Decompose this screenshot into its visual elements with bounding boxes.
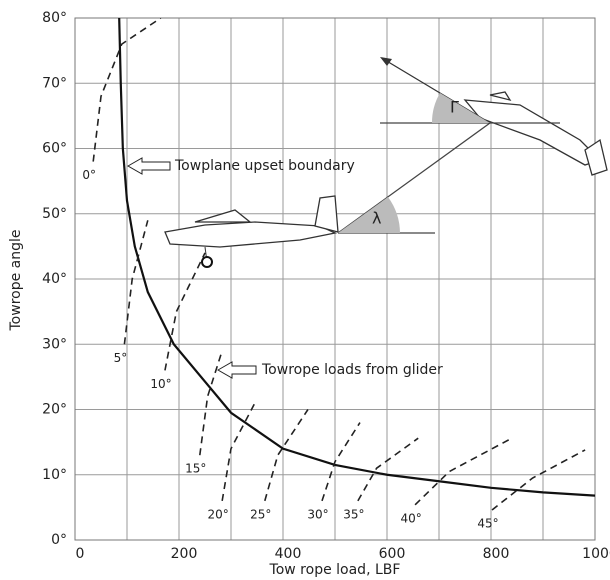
glider-load-curve — [92, 18, 162, 162]
x-tick-label: 200 — [171, 546, 198, 562]
loads-arrow — [216, 361, 257, 379]
y-tick-label: 40° — [42, 271, 67, 287]
x-tick-label: 800 — [483, 546, 510, 562]
y-tick-label: 30° — [42, 336, 67, 352]
curve-label: 40° — [400, 511, 421, 525]
y-tick-label: 0° — [51, 532, 67, 548]
y-tick-label: 50° — [42, 206, 67, 222]
towplane — [164, 195, 339, 268]
curve-label: 15° — [185, 462, 206, 476]
y-tick-label: 80° — [42, 10, 67, 26]
lambda-angle — [338, 197, 400, 233]
curve-label: 0° — [82, 168, 96, 182]
glider-load-curve — [357, 437, 419, 502]
x-axis-title: Tow rope load, LBF — [269, 562, 401, 578]
curve-label: 20° — [208, 507, 229, 521]
lambda-label: λ — [372, 209, 381, 228]
upset-boundary — [118, 18, 595, 497]
plot-frame — [74, 17, 596, 541]
y-tick-label: 10° — [42, 467, 67, 483]
loads-annotation: Towrope loads from glider — [261, 362, 443, 378]
curve-label: 30° — [307, 507, 328, 521]
glider-load-curve — [414, 437, 513, 506]
y-tick-label: 20° — [42, 402, 67, 418]
x-tick-label: 400 — [275, 546, 302, 562]
glider-load-curve — [199, 350, 223, 456]
gamma-label: Γ — [450, 98, 459, 117]
gamma-angle — [431, 93, 490, 123]
curve-label: 35° — [343, 507, 364, 521]
glider — [380, 91, 608, 176]
plot — [92, 18, 595, 511]
curve-label: 5° — [114, 351, 128, 365]
glider-load-curve — [221, 402, 256, 501]
y-tick-label: 60° — [42, 141, 67, 157]
arrowhead — [380, 57, 392, 66]
y-axis-title: Towrope angle — [8, 230, 24, 332]
glider-load-curve — [123, 220, 149, 345]
x-tick-label: 0 — [76, 546, 85, 562]
glider-load-curve — [321, 422, 361, 502]
curve-label: 45° — [477, 516, 498, 530]
upset-arrow — [126, 157, 171, 175]
upset-annotation: Towplane upset boundary — [174, 158, 355, 174]
glider-load-curve — [264, 409, 309, 502]
curve-label: 10° — [150, 377, 171, 391]
x-tick-label: 600 — [379, 546, 406, 562]
towrope — [337, 122, 491, 234]
y-tick-label: 70° — [42, 75, 67, 91]
curve-label: 25° — [250, 507, 271, 521]
glider-load-curve — [164, 252, 206, 371]
glider-load-curve — [491, 449, 586, 511]
